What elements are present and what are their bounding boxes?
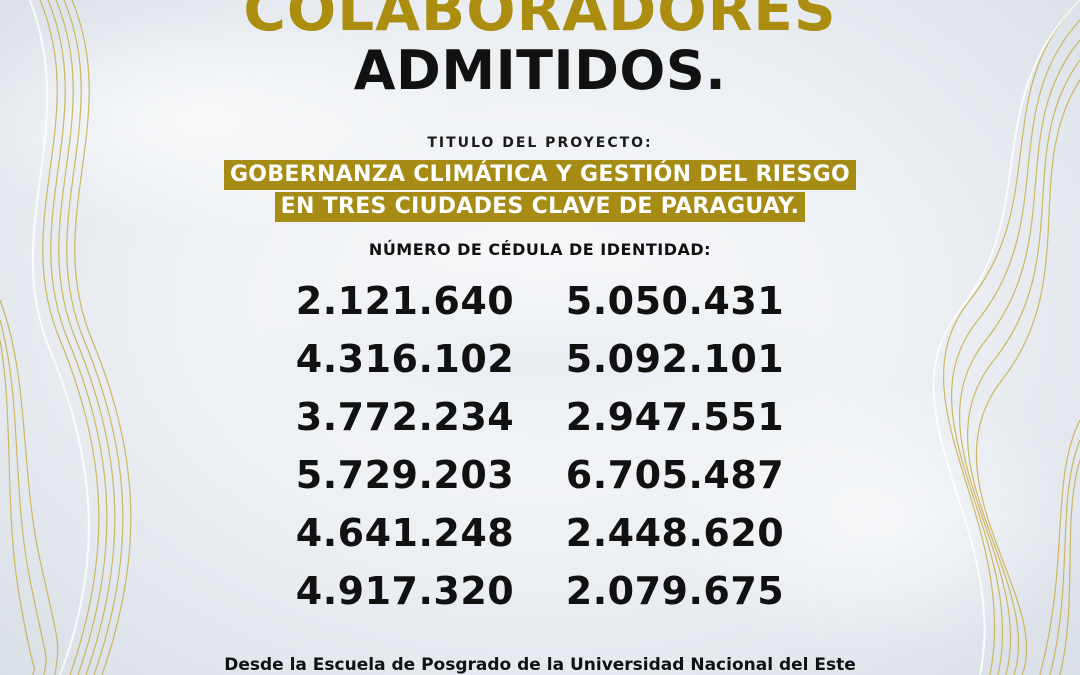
id-number: 5.092.101 xyxy=(565,337,785,381)
id-number: 3.772.234 xyxy=(295,395,515,439)
id-number-label: NÚMERO DE CÉDULA DE IDENTIDAD: xyxy=(368,240,712,259)
id-number: 2.121.640 xyxy=(295,279,515,323)
id-number: 6.705.487 xyxy=(565,453,785,497)
id-number: 2.947.551 xyxy=(565,395,785,439)
id-number: 4.917.320 xyxy=(295,569,515,613)
id-number: 5.729.203 xyxy=(295,453,515,497)
id-number: 4.316.102 xyxy=(295,337,515,381)
project-title-line-1: GOBERNANZA CLIMÁTICA Y GESTIÓN DEL RIESG… xyxy=(223,160,857,190)
headline-colaboradores: COLABORADORES xyxy=(243,0,837,44)
id-number: 2.079.675 xyxy=(565,569,785,613)
headline-admitidos: ADMITIDOS. xyxy=(353,39,727,102)
project-title-line-2: EN TRES CIUDADES CLAVE DE PARAGUAY. xyxy=(274,192,806,222)
id-number: 5.050.431 xyxy=(565,279,785,323)
project-title-block: GOBERNANZA CLIMÁTICA Y GESTIÓN DEL RIESG… xyxy=(0,160,1080,222)
footer-text: Desde la Escuela de Posgrado de la Unive… xyxy=(224,655,856,675)
id-number: 4.641.248 xyxy=(295,511,515,555)
project-label: TITULO DEL PROYECTO: xyxy=(427,135,653,151)
id-number: 2.448.620 xyxy=(565,511,785,555)
id-numbers-list: 2.121.640 5.050.431 4.316.102 5.092.101 … xyxy=(270,272,810,620)
